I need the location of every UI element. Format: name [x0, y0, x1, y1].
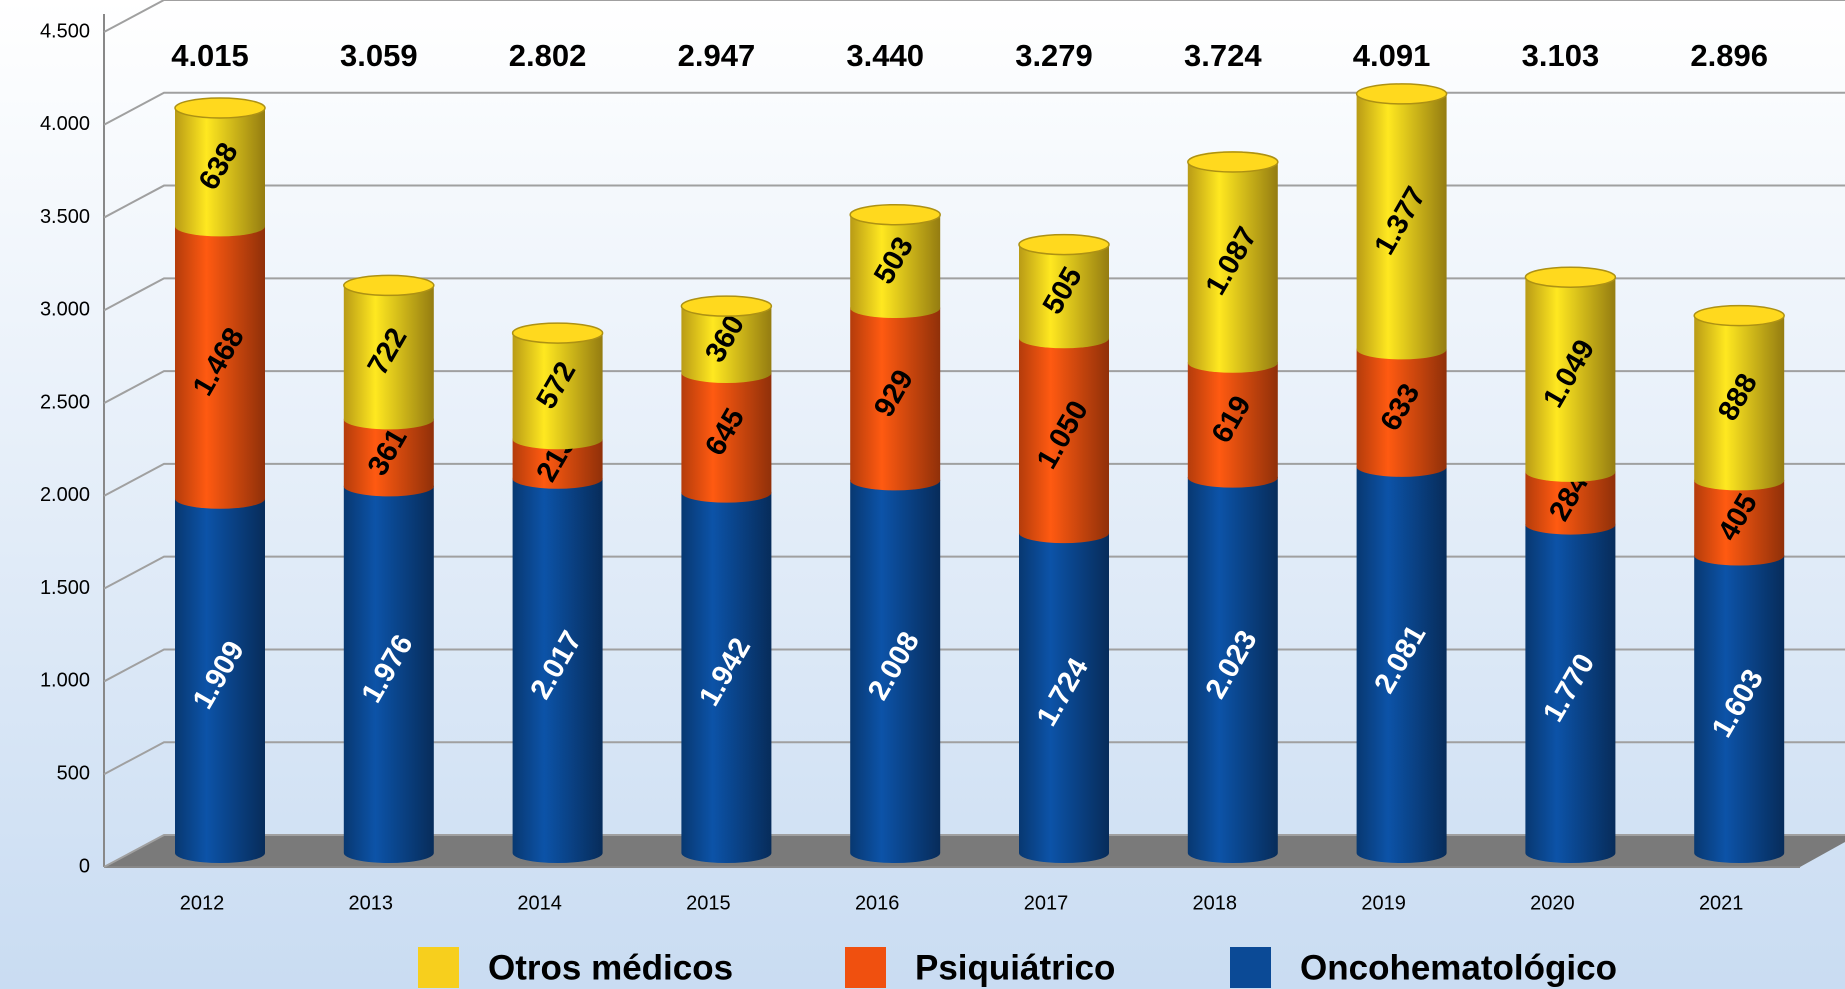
grid-line	[103, 91, 1845, 126]
bar-segment	[1694, 470, 1785, 566]
bar-segment	[850, 470, 941, 863]
total-label: 3.724	[1184, 38, 1262, 73]
bar-segment	[1356, 83, 1447, 360]
bar-segment	[1019, 234, 1109, 349]
bar-segment	[512, 323, 603, 450]
bar-segment	[681, 362, 772, 503]
bar-segment	[1525, 267, 1616, 482]
grid-line	[103, 555, 1845, 590]
total-label: 3.279	[1015, 38, 1093, 73]
y-tick-label: 3.000	[40, 299, 90, 321]
bar-segment	[1694, 545, 1785, 863]
y-tick-label: 500	[57, 763, 90, 785]
grid-line	[103, 648, 1845, 683]
y-tick-label: 2.000	[40, 484, 90, 506]
y-tick-label: 4.000	[40, 113, 90, 135]
bar-segment	[1019, 328, 1109, 544]
x-tick-label: 2016	[855, 892, 900, 914]
grid-line	[103, 184, 1845, 219]
total-label: 3.440	[846, 38, 924, 73]
bar-segment	[1187, 352, 1278, 488]
bar-top	[343, 274, 435, 297]
x-tick-label: 2015	[686, 892, 731, 914]
bar-top	[680, 295, 773, 317]
legend-swatch	[845, 947, 886, 988]
y-tick-label: 2.500	[40, 391, 90, 413]
bar-segment	[175, 97, 265, 237]
bar-top	[1187, 151, 1279, 173]
bar-top	[1355, 83, 1448, 105]
grid-line	[103, 0, 1845, 33]
bar-segment	[681, 296, 772, 383]
bar-segment	[1019, 523, 1109, 863]
y-tick-label: 0	[79, 855, 90, 877]
bar-segment	[850, 298, 941, 491]
bar-segment	[175, 488, 265, 863]
bar-segment	[1356, 456, 1447, 863]
bar-segment	[512, 468, 603, 863]
x-tick-label: 2017	[1024, 892, 1069, 914]
total-label: 2.896	[1690, 38, 1768, 73]
legend-label: Psiquiátrico	[915, 948, 1115, 987]
total-label: 4.091	[1353, 38, 1431, 73]
y-tick-label: 4.500	[40, 20, 90, 42]
bar-segment	[850, 204, 941, 319]
total-label: 4.015	[171, 38, 249, 73]
bar-segment	[1525, 514, 1616, 863]
x-tick-label: 2020	[1530, 892, 1575, 914]
legend-label: Oncohematológico	[1300, 948, 1617, 987]
grid-line	[103, 370, 1845, 404]
y-tick-label: 1.500	[40, 577, 90, 599]
x-tick-label: 2018	[1193, 892, 1238, 914]
bar-top	[511, 322, 604, 344]
grid-line	[103, 277, 1845, 312]
x-tick-label: 2019	[1361, 892, 1406, 914]
bar-top	[1018, 233, 1110, 256]
grid-line	[103, 462, 1845, 497]
y-tick-label: 3.500	[40, 206, 90, 228]
bar-top	[1693, 304, 1785, 327]
total-label: 2.802	[509, 38, 587, 73]
x-tick-label: 2014	[517, 892, 562, 914]
bar-segment	[1187, 467, 1278, 863]
x-tick-label: 2012	[180, 892, 225, 914]
grid-line	[103, 741, 1845, 776]
grid-line	[103, 834, 1845, 868]
bar-top	[849, 203, 941, 226]
bar-top	[1524, 266, 1617, 288]
y-tick-label: 1.000	[40, 670, 90, 692]
bar-segment	[1187, 151, 1278, 373]
x-tick-label: 2013	[349, 892, 394, 914]
bar-segment	[343, 476, 434, 863]
bar-segment	[343, 275, 434, 430]
bar-segment	[1694, 305, 1785, 491]
bar-segment	[681, 482, 772, 863]
total-label: 3.103	[1522, 38, 1600, 73]
bar-segment	[1356, 339, 1447, 477]
legend-swatch	[1230, 947, 1271, 988]
legend-swatch	[418, 947, 459, 988]
x-tick-label: 2021	[1699, 892, 1744, 914]
bar-top	[174, 97, 266, 119]
legend-label: Otros médicos	[488, 948, 733, 987]
bar-segment	[175, 216, 265, 509]
total-label: 2.947	[678, 38, 756, 73]
total-label: 3.059	[340, 38, 418, 73]
bar-segment	[343, 409, 434, 497]
